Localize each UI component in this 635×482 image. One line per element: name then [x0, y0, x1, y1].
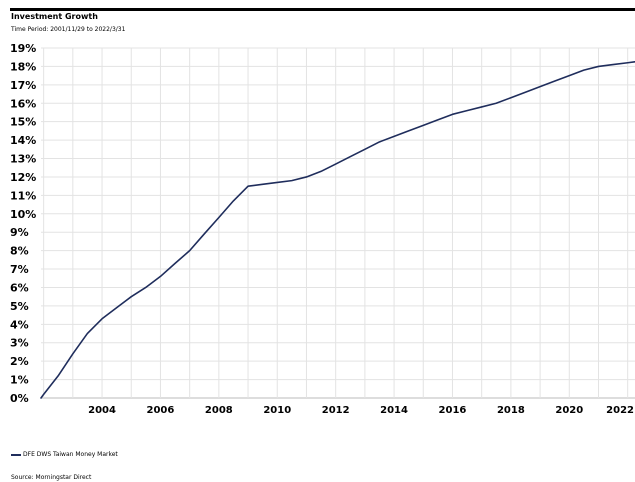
- y-tick-label: 3%: [10, 337, 29, 350]
- y-tick-label: 17%: [10, 79, 36, 92]
- source-note: Source: Morningstar Direct: [11, 474, 92, 481]
- y-tick-label: 11%: [10, 189, 36, 202]
- series-lines: [40, 61, 635, 399]
- y-tick-label: 9%: [10, 226, 29, 239]
- x-tick-label: 2016: [439, 405, 467, 416]
- grid-lines: [41, 47, 635, 399]
- y-tick-label: 13%: [10, 153, 36, 166]
- x-tick-label: 2022: [606, 405, 634, 416]
- y-tick-label: 16%: [10, 97, 36, 110]
- y-tick-label: 10%: [10, 208, 36, 221]
- y-tick-label: 8%: [10, 245, 29, 258]
- chart-subtitle: Time Period: 2001/11/29 to 2022/3/31: [11, 26, 126, 33]
- x-tick-label: 2014: [380, 405, 408, 416]
- series-line: [40, 61, 635, 399]
- y-tick-label: 0%: [10, 392, 29, 405]
- x-tick-label: 2010: [263, 405, 291, 416]
- x-tick-label: 2008: [205, 405, 233, 416]
- y-axis-ticks: 0% 1% 2% 3% 4% 5% 6% 7% 8% 9% 10% 11% 12% 13% 14% 15% 16…: [10, 42, 36, 405]
- y-tick-label: 14%: [10, 134, 36, 147]
- x-tick-label: 2004: [88, 405, 116, 416]
- x-tick-label: 2018: [497, 405, 525, 416]
- y-tick-label: 5%: [10, 300, 29, 313]
- legend: DFE DWS Taiwan Money Market: [11, 450, 118, 460]
- y-tick-label: 4%: [10, 318, 29, 331]
- y-tick-label: 6%: [10, 281, 29, 294]
- x-tick-label: 2020: [555, 405, 583, 416]
- x-tick-label: 2006: [147, 405, 175, 416]
- x-axis-ticks: 2004 2006 2008 2010 2012 2014 2016 2018 2020 2022: [88, 405, 634, 416]
- legend-label: DFE DWS Taiwan Money Market: [23, 451, 118, 458]
- y-tick-label: 7%: [10, 263, 29, 276]
- chart-title: Investment Growth: [11, 12, 98, 21]
- legend-swatch: [11, 454, 21, 456]
- y-tick-label: 15%: [10, 116, 36, 129]
- x-tick-label: 2012: [322, 405, 350, 416]
- y-tick-label: 12%: [10, 171, 36, 184]
- y-tick-label: 2%: [10, 355, 29, 368]
- y-tick-label: 19%: [10, 42, 36, 55]
- title-rule: [10, 8, 635, 11]
- y-tick-label: 18%: [10, 60, 36, 73]
- y-tick-label: 1%: [10, 374, 29, 387]
